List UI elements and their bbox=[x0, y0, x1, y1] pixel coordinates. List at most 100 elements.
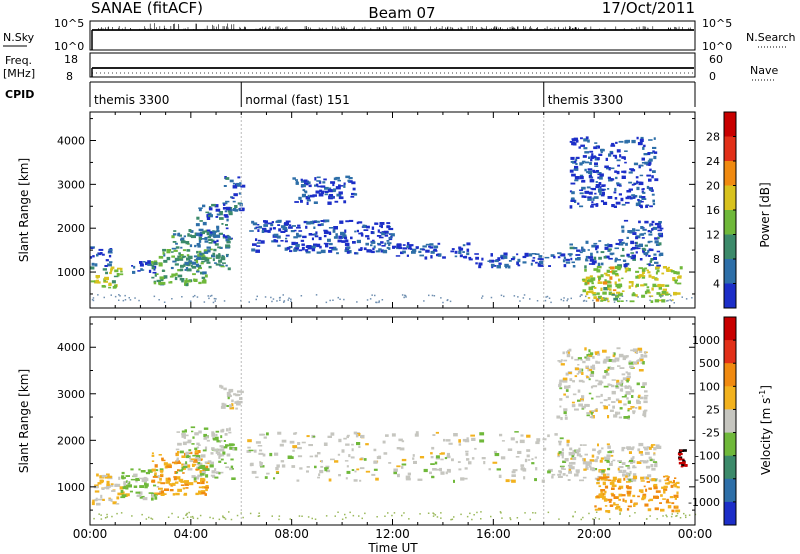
data-cell bbox=[289, 250, 293, 253]
data-cell bbox=[579, 162, 583, 166]
data-cell bbox=[358, 248, 363, 251]
data-cell bbox=[210, 461, 214, 465]
data-cell bbox=[602, 481, 606, 486]
ground-scatter-cell bbox=[145, 518, 148, 520]
data-cell bbox=[130, 478, 136, 481]
data-cell bbox=[180, 264, 184, 268]
data-cell bbox=[627, 505, 632, 508]
data-cell bbox=[317, 223, 322, 227]
data-cell bbox=[654, 478, 657, 482]
data-cell bbox=[186, 268, 192, 272]
data-cell bbox=[342, 234, 347, 238]
data-cell bbox=[479, 432, 485, 436]
ground-scatter-cell bbox=[662, 294, 664, 297]
data-cell bbox=[479, 439, 485, 443]
data-cell bbox=[673, 494, 679, 498]
data-cell bbox=[586, 375, 589, 378]
ground-scatter-cell bbox=[307, 516, 310, 518]
data-cell bbox=[585, 279, 591, 283]
data-cell bbox=[201, 471, 206, 475]
data-cell bbox=[396, 447, 401, 450]
data-cell bbox=[660, 508, 665, 512]
data-cell bbox=[140, 268, 143, 271]
data-cell bbox=[344, 249, 350, 253]
data-cell bbox=[632, 228, 636, 231]
ground-scatter-cell bbox=[182, 517, 185, 520]
data-cell bbox=[209, 248, 213, 251]
data-cell bbox=[139, 263, 144, 267]
ground-scatter-cell bbox=[215, 298, 217, 300]
data-cell bbox=[582, 155, 587, 158]
data-cell bbox=[656, 250, 661, 253]
data-cell bbox=[683, 464, 688, 467]
data-cell bbox=[618, 469, 623, 473]
ground-scatter-cell bbox=[213, 297, 216, 300]
colorbar-tick-label: 28 bbox=[706, 131, 720, 144]
data-cell bbox=[204, 486, 209, 489]
data-cell bbox=[602, 349, 607, 353]
data-cell bbox=[290, 230, 295, 233]
data-cell bbox=[560, 466, 564, 470]
data-cell bbox=[189, 234, 192, 238]
data-cell bbox=[627, 385, 631, 388]
data-cell bbox=[643, 232, 646, 235]
data-cell bbox=[653, 137, 656, 140]
data-cell bbox=[678, 457, 682, 461]
data-cell bbox=[632, 466, 637, 469]
data-cell bbox=[617, 478, 622, 481]
nsky-label: N.Sky bbox=[3, 31, 35, 44]
data-cell bbox=[588, 170, 593, 175]
data-cell bbox=[617, 164, 620, 167]
data-cell bbox=[430, 255, 433, 259]
data-cell bbox=[353, 479, 358, 482]
data-cell bbox=[643, 354, 648, 358]
data-cell bbox=[590, 370, 595, 375]
data-cell bbox=[624, 394, 627, 397]
data-cell bbox=[584, 168, 587, 172]
ground-scatter-cell bbox=[615, 294, 617, 297]
data-cell bbox=[610, 152, 614, 155]
data-cell bbox=[539, 258, 544, 261]
data-cell bbox=[305, 245, 311, 248]
data-cell bbox=[651, 220, 655, 223]
data-cell bbox=[264, 230, 269, 233]
data-cell bbox=[575, 449, 581, 453]
data-cell bbox=[635, 352, 638, 354]
data-cell bbox=[619, 407, 623, 410]
data-cell bbox=[591, 285, 595, 288]
data-cell bbox=[599, 459, 603, 463]
data-cell bbox=[557, 256, 561, 259]
data-cell bbox=[181, 430, 186, 433]
data-cell bbox=[676, 486, 680, 489]
data-cell bbox=[653, 486, 658, 490]
data-cell bbox=[123, 482, 127, 486]
data-cell bbox=[475, 262, 478, 265]
data-cell bbox=[526, 434, 531, 438]
data-cell bbox=[328, 249, 333, 253]
ground-scatter-cell bbox=[536, 300, 539, 302]
data-cell bbox=[343, 232, 346, 236]
data-cell bbox=[320, 191, 324, 195]
data-cell bbox=[483, 461, 486, 465]
data-cell bbox=[170, 251, 174, 253]
data-cell bbox=[317, 452, 321, 455]
data-cell bbox=[607, 498, 613, 501]
ground-scatter-cell bbox=[660, 296, 662, 298]
ground-scatter-cell bbox=[290, 298, 292, 300]
data-cell bbox=[594, 192, 597, 195]
data-cell bbox=[625, 371, 628, 374]
data-cell bbox=[418, 250, 422, 253]
data-cell bbox=[199, 232, 203, 235]
data-cell bbox=[496, 468, 501, 471]
data-cell bbox=[604, 485, 609, 489]
data-cell bbox=[129, 490, 133, 493]
data-cell bbox=[203, 437, 208, 440]
data-cell bbox=[300, 199, 303, 203]
data-cell bbox=[300, 178, 303, 181]
freq-top-tick: 18 bbox=[64, 53, 78, 66]
data-cell bbox=[314, 454, 318, 458]
data-cell bbox=[298, 196, 302, 200]
ground-scatter-cell bbox=[186, 512, 188, 515]
data-cell bbox=[306, 221, 311, 225]
data-cell bbox=[335, 186, 341, 190]
